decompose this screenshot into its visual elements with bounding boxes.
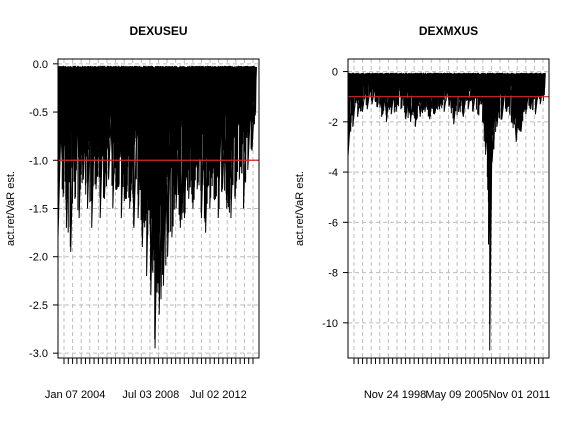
y-tick-label: -3.0 [29, 348, 48, 360]
y-tick-label: -0.5 [29, 107, 48, 119]
x-tick-label: May 09 2005 [425, 389, 489, 401]
y-tick-label: -6 [328, 217, 338, 229]
x-ticks [63, 358, 254, 364]
x-tick-label: Jul 02 2012 [190, 389, 247, 401]
x-ticks [353, 358, 544, 364]
chart-dexmxus: DEXMXUS act.ret/VaR est. 0 -2 -4 -6 -8 -10 Nov 2… [294, 24, 550, 401]
y-tick-label: -4 [328, 167, 338, 179]
x-tick-label: Jan 07 2004 [45, 389, 106, 401]
series-line [347, 72, 546, 351]
y-axis-label: act.ret/VaR est. [5, 171, 17, 246]
series-line [57, 65, 257, 349]
y-tick-label: -2 [328, 117, 338, 129]
y-tick-label: 0 [332, 67, 338, 79]
chart-title: DEXUSEU [129, 24, 187, 38]
y-tick-label: -10 [322, 318, 338, 330]
series-path [57, 65, 257, 349]
y-tick-label: -2.5 [29, 300, 48, 312]
y-tick-label: -1.0 [29, 155, 48, 167]
series-path [347, 72, 546, 351]
x-tick-label: Nov 24 1998 [364, 389, 426, 401]
y-tick-label: -8 [328, 268, 338, 280]
chart-title: DEXMXUS [419, 24, 478, 38]
y-tick-label: 0.0 [33, 59, 48, 71]
y-tick-label: -1.5 [29, 204, 48, 216]
y-tick-label: -2.0 [29, 252, 48, 264]
y-axis-label: act.ret/VaR est. [294, 171, 306, 246]
chart-dexuseu: DEXUSEU act.ret/VaR est. 0.0 -0.5 -1.0 -1.5 -2… [5, 24, 260, 401]
x-tick-label: Nov 01 2011 [489, 389, 551, 401]
x-tick-label: Jul 03 2008 [122, 389, 179, 401]
